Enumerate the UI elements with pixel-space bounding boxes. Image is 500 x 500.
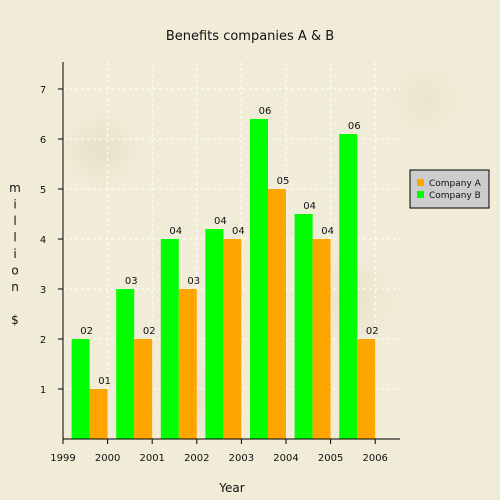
y-axis-label-char: n — [11, 280, 19, 294]
bar-company-b — [339, 134, 358, 439]
bar-company-a — [312, 239, 331, 439]
y-axis-label-char: i — [13, 247, 16, 261]
bar-company-a — [178, 289, 197, 439]
y-axis-label-char: m — [9, 181, 21, 195]
data-label: 04 — [303, 201, 316, 212]
chart-title: Benefits companies A & B — [166, 29, 334, 44]
y-tick-label: 2 — [40, 335, 46, 346]
x-tick-label: 2004 — [273, 453, 298, 464]
x-tick-label: 2002 — [184, 453, 209, 464]
data-label: 04 — [169, 226, 182, 237]
data-label: 06 — [348, 121, 361, 132]
bar-company-a — [357, 339, 376, 439]
legend-box — [409, 169, 490, 209]
bar-company-b — [116, 289, 135, 439]
y-axis-label-char: i — [13, 198, 16, 212]
legend-swatch — [417, 179, 424, 186]
y-axis-label-char: l — [13, 214, 16, 228]
x-ticks: 1999 2000 2001 2002 2003 2004 2005 2006 — [50, 439, 388, 464]
x-tick-label: 1999 — [50, 453, 75, 464]
data-label: 04 — [321, 226, 334, 237]
legend-label: Company A — [429, 179, 482, 189]
legend-swatch — [417, 191, 424, 198]
y-tick-label: 3 — [40, 285, 46, 296]
data-label: 06 — [259, 106, 272, 117]
y-axis-label-char: o — [11, 264, 18, 278]
y-tick-label: 4 — [40, 235, 46, 246]
x-axis-label: Year — [218, 481, 244, 495]
legend-label: Company B — [429, 191, 481, 201]
bar-company-b — [160, 239, 179, 439]
x-tick-label: 2005 — [318, 453, 343, 464]
bar-company-b — [250, 119, 268, 439]
bar-company-a — [223, 239, 242, 439]
bar-company-a — [134, 339, 153, 439]
bar-company-b — [71, 339, 90, 439]
data-label: 01 — [98, 376, 111, 387]
y-axis-label-char: $ — [11, 313, 19, 327]
data-label: 02 — [80, 326, 93, 337]
data-labels: 02 01 03 02 04 03 04 04 06 05 04 04 06 02 — [80, 106, 378, 387]
bar-company-b — [205, 229, 224, 439]
data-label: 04 — [214, 216, 227, 227]
y-ticks: 1 2 3 4 5 6 7 — [40, 85, 63, 396]
x-tick-label: 2003 — [229, 453, 254, 464]
data-label: 05 — [277, 176, 290, 187]
y-tick-label: 7 — [40, 85, 46, 96]
data-label: 03 — [125, 276, 138, 287]
legend: Company A Company B — [409, 169, 490, 209]
data-label: 04 — [232, 226, 245, 237]
bar-company-b — [294, 214, 313, 439]
y-tick-label: 5 — [40, 185, 46, 196]
x-tick-label: 2006 — [362, 453, 387, 464]
y-axis-label-char: l — [13, 231, 16, 245]
bar-company-a — [268, 189, 286, 439]
data-label: 02 — [366, 326, 379, 337]
x-tick-label: 2001 — [139, 453, 164, 464]
y-tick-label: 6 — [40, 135, 46, 146]
x-tick-label: 2000 — [95, 453, 120, 464]
y-tick-label: 1 — [40, 385, 46, 396]
data-label: 02 — [143, 326, 156, 337]
bars — [71, 119, 376, 439]
data-label: 03 — [187, 276, 200, 287]
bar-company-a — [89, 389, 108, 439]
